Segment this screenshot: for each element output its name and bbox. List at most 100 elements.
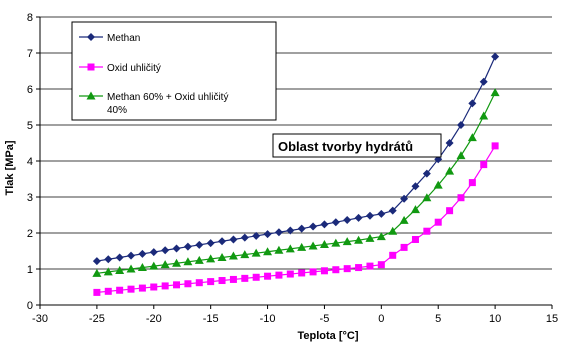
data-point <box>137 263 147 272</box>
data-point <box>320 220 329 229</box>
data-point <box>376 232 386 241</box>
data-point <box>456 151 466 160</box>
data-point <box>400 243 408 251</box>
series-2 <box>92 88 500 277</box>
data-point <box>343 216 352 225</box>
data-point <box>275 271 283 279</box>
data-point <box>411 235 419 243</box>
data-point <box>423 227 431 235</box>
data-point <box>116 286 124 294</box>
x-tick-label: 0 <box>378 313 384 325</box>
data-point <box>173 281 181 289</box>
data-point <box>228 251 238 260</box>
y-tick-label: 5 <box>27 120 33 132</box>
data-point <box>150 283 158 291</box>
data-point <box>286 270 294 278</box>
y-tick-label: 8 <box>27 12 33 24</box>
data-point <box>264 272 272 280</box>
data-point <box>366 262 374 270</box>
data-point <box>308 241 318 250</box>
data-point <box>285 244 295 253</box>
series-0 <box>92 52 500 266</box>
data-point <box>263 247 273 256</box>
x-tick-label: -30 <box>32 313 48 325</box>
data-point <box>388 206 397 215</box>
legend-label: Oxid uhličitý <box>107 63 161 74</box>
data-point <box>229 235 238 244</box>
data-point <box>161 246 170 255</box>
data-point <box>355 264 363 272</box>
data-point <box>138 249 147 258</box>
data-point <box>491 52 500 61</box>
data-point <box>298 269 306 277</box>
data-point <box>297 224 306 233</box>
data-point <box>160 260 170 269</box>
data-point <box>445 139 454 147</box>
data-point <box>240 250 250 259</box>
x-tick-label: -15 <box>203 313 219 325</box>
data-point <box>127 251 136 260</box>
data-point <box>127 285 135 293</box>
data-point <box>422 169 431 178</box>
y-tick-label: 1 <box>27 264 33 276</box>
data-point <box>115 265 125 274</box>
y-tick-label: 6 <box>27 84 33 96</box>
data-point <box>251 248 261 257</box>
data-point <box>456 121 465 129</box>
data-point <box>138 284 146 292</box>
data-point <box>479 77 488 86</box>
data-point <box>377 209 386 218</box>
data-point <box>491 142 499 150</box>
data-point <box>115 253 124 262</box>
y-tick-label: 7 <box>27 48 33 60</box>
data-point <box>446 207 454 215</box>
data-point <box>365 233 375 242</box>
data-point <box>240 233 249 242</box>
data-point <box>422 193 432 202</box>
hydrate-region-annotation: Oblast tvorby hydrátů <box>272 133 442 158</box>
data-point <box>479 111 489 120</box>
x-tick-label: 10 <box>489 313 501 325</box>
x-tick-label: -5 <box>320 313 330 325</box>
data-point <box>126 264 136 273</box>
x-tick-label: -10 <box>260 313 276 325</box>
legend-label: Methan <box>107 33 140 44</box>
data-point <box>218 277 226 285</box>
data-point <box>241 274 249 282</box>
data-point <box>388 226 398 235</box>
data-point <box>434 218 442 226</box>
y-tick-labels: 0 1 2 3 4 5 6 7 8 <box>27 12 33 312</box>
data-point <box>377 261 385 269</box>
data-point <box>309 268 317 276</box>
data-point <box>400 194 409 203</box>
data-series <box>92 52 500 296</box>
data-point <box>468 179 476 187</box>
data-point <box>309 222 318 231</box>
legend-label: Methan 60% + Oxid uhličitý <box>107 92 228 103</box>
data-point <box>331 218 340 227</box>
data-point <box>206 239 215 248</box>
data-point <box>480 161 488 169</box>
data-point <box>320 267 328 275</box>
data-point <box>433 180 443 189</box>
y-tick-label: 4 <box>27 156 33 168</box>
data-point <box>399 215 409 224</box>
data-point <box>354 213 363 222</box>
legend-label: 40% <box>107 105 127 116</box>
data-point <box>217 252 227 261</box>
data-point <box>92 257 101 266</box>
data-point <box>149 248 158 257</box>
x-axis-title: Teplota [°C] <box>297 330 358 342</box>
legend-marker <box>86 91 96 100</box>
data-point <box>343 265 351 273</box>
data-point <box>229 275 237 283</box>
data-point <box>172 244 181 253</box>
legend-marker <box>87 63 95 71</box>
y-axis-title: Tlak [MPa] <box>4 140 16 195</box>
data-point <box>445 166 455 175</box>
data-point <box>161 282 169 290</box>
data-point <box>183 242 192 251</box>
y-tick-label: 3 <box>27 192 33 204</box>
data-point <box>297 242 307 251</box>
